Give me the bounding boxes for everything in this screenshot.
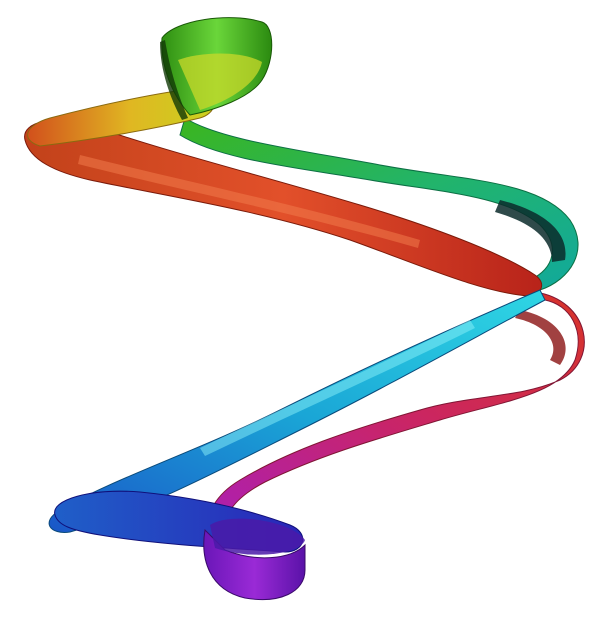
- ribbon-red-shadow: [515, 310, 566, 365]
- ribbon-violet-cup: [203, 528, 306, 601]
- ribbon-green-cap-fold: [160, 40, 188, 120]
- ribbon-green-cap-inner: [178, 53, 262, 110]
- ribbon-violet-rim: [210, 518, 305, 555]
- ribbon-yellow-orange: [27, 87, 215, 147]
- ribbon-teal-dark: [495, 200, 566, 262]
- ribbon-red-magenta-back: [208, 291, 585, 531]
- ribbon-cyan-highlight: [200, 320, 475, 456]
- ribbon-red-highlight: [78, 155, 420, 248]
